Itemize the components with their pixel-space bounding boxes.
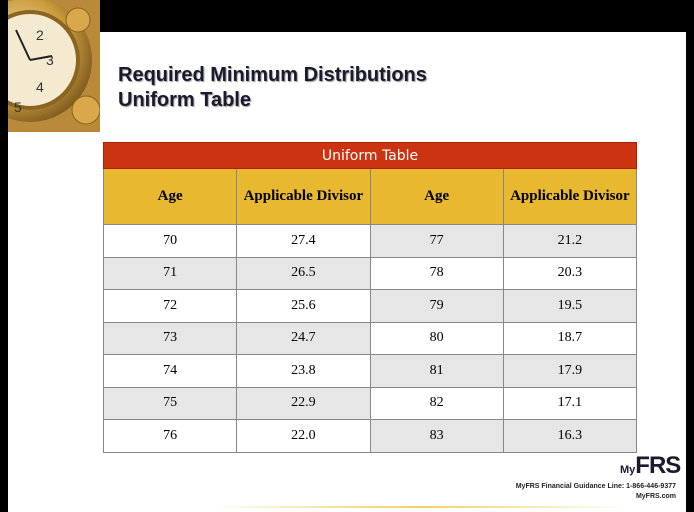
table-cell: 23.8 [236, 354, 371, 388]
table-cell: 77 [369, 224, 504, 258]
table-cell: 27.4 [236, 224, 371, 258]
table-row: 75 22.9 82 17.1 [102, 386, 638, 420]
table-cell: 26.5 [236, 256, 371, 290]
table-body: 70 27.4 77 21.2 71 26.5 78 20.3 72 25.6 79 19.5 73 24… [102, 224, 638, 453]
svg-text:3: 3 [46, 52, 54, 68]
footer-site: MyFRS.com [635, 493, 676, 500]
table-cell: 17.9 [502, 354, 638, 388]
table-cell: 25.6 [236, 289, 371, 323]
table-cell: 82 [369, 386, 504, 420]
table-cell: 70 [102, 224, 238, 258]
table-cell: 24.7 [236, 321, 371, 355]
table-row: 74 23.8 81 17.9 [102, 354, 638, 388]
title-line: Uniform Table [118, 89, 251, 111]
table-row: 73 24.7 80 18.7 [102, 321, 638, 355]
logo: MyFRS [620, 452, 681, 480]
svg-text:5: 5 [14, 99, 22, 115]
table-cell: 80 [369, 321, 504, 355]
table-cell: 22.9 [236, 386, 371, 420]
table-cell: 72 [102, 289, 238, 323]
table-cell: 79 [369, 289, 504, 323]
table-cell: 73 [102, 321, 238, 355]
table-cell: 71 [102, 256, 238, 290]
table-caption: Uniform Table [103, 142, 637, 169]
table-cell: 17.1 [502, 386, 638, 420]
table-cell: 21.2 [502, 224, 638, 258]
footer-line: MyFRS Financial Guidance Line: 1-866-446… [515, 483, 676, 490]
table-cell: 18.7 [502, 321, 638, 355]
table-cell: 75 [102, 386, 238, 420]
title-line: Required Minimum Distributions [118, 64, 427, 86]
table-row: 70 27.4 77 21.2 [102, 224, 638, 258]
table-cell: 20.3 [502, 256, 638, 290]
table-cell: 74 [102, 354, 238, 388]
clock-image: 2 3 4 5 [8, 0, 100, 132]
table-cell: 81 [369, 354, 504, 388]
footer-rule [208, 506, 628, 508]
table-cell: 76 [102, 419, 238, 453]
uniform-table: Uniform Table Age Applicable Divisor Age Ap… [102, 142, 638, 453]
table-cell: 19.5 [502, 289, 638, 323]
svg-text:2: 2 [36, 27, 44, 43]
slide: 2 3 4 5 Required Minimum Distributions U… [8, 0, 686, 512]
table-row: 71 26.5 78 20.3 [102, 256, 638, 290]
logo-my: My [620, 464, 636, 476]
table-cell: 83 [369, 419, 504, 453]
table-row: 72 25.6 79 19.5 [102, 289, 638, 323]
logo-frs: FRS [635, 452, 681, 479]
svg-text:4: 4 [36, 79, 44, 95]
header-cell: Age [369, 168, 504, 225]
table-cell: 16.3 [502, 419, 638, 453]
header-row: Age Applicable Divisor Age Applicable Divis… [102, 168, 638, 225]
header-cell: Applicable Divisor [236, 168, 371, 225]
table-row: 76 22.0 83 16.3 [102, 419, 638, 453]
header-cell: Age [102, 168, 238, 225]
top-bar [8, 0, 686, 32]
header-cell: Applicable Divisor [502, 168, 638, 225]
table-cell: 78 [369, 256, 504, 290]
table-cell: 22.0 [236, 419, 371, 453]
